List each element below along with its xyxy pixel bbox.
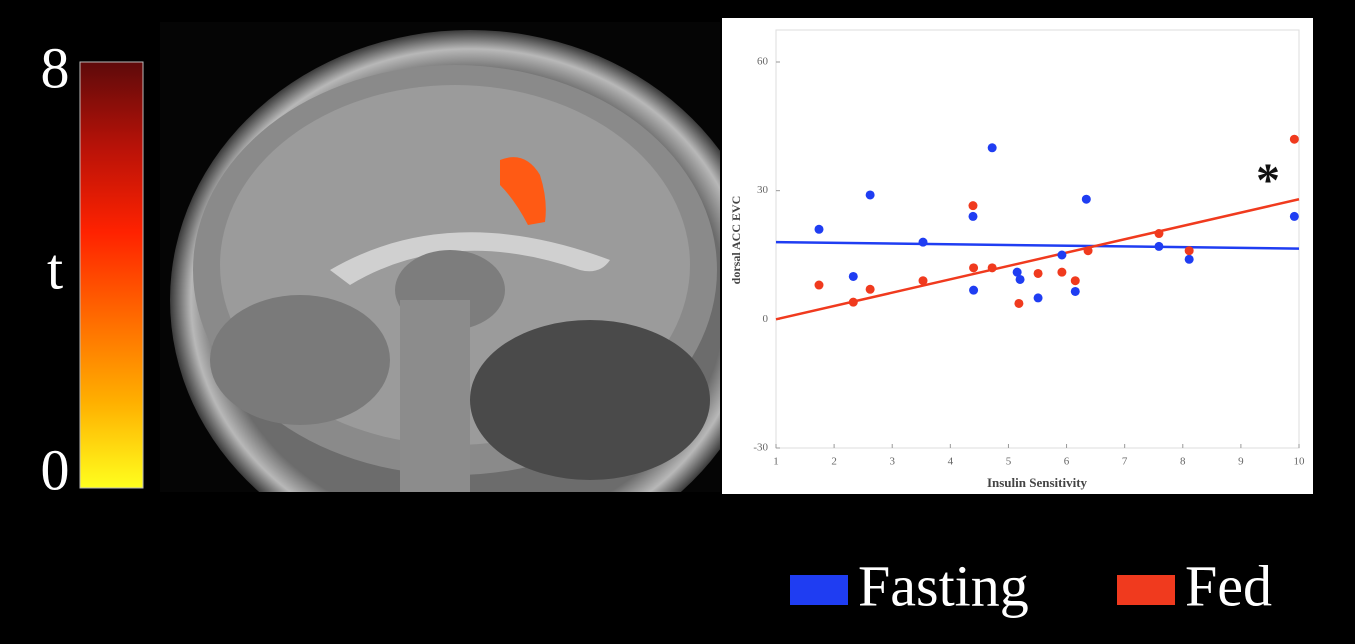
- significance-mark: *: [1256, 154, 1280, 207]
- point: [1084, 246, 1093, 255]
- point: [969, 263, 978, 272]
- point: [1014, 299, 1023, 308]
- point: [815, 281, 824, 290]
- brain-image: [160, 22, 770, 570]
- point: [988, 143, 997, 152]
- point: [1290, 135, 1299, 144]
- x-tick-label: 1: [773, 456, 779, 468]
- x-tick-label: 4: [948, 456, 954, 468]
- point: [1071, 287, 1080, 296]
- plot-panel: [722, 18, 1313, 494]
- colorbar: [80, 62, 143, 488]
- y-tick-label: 30: [757, 184, 769, 196]
- point: [815, 225, 824, 234]
- colorbar-label: t: [47, 236, 63, 301]
- y-tick-label: -30: [753, 442, 768, 454]
- colorbar-tick-label: 0: [41, 437, 70, 502]
- point: [1154, 229, 1163, 238]
- point: [968, 201, 977, 210]
- figure: t Insulin Sensitivity dorsal ACC EVC * F…: [0, 0, 1355, 644]
- point: [1082, 195, 1091, 204]
- point: [1016, 275, 1025, 284]
- x-tick-label: 8: [1180, 456, 1186, 468]
- x-tick-label: 6: [1064, 456, 1070, 468]
- point: [919, 276, 928, 285]
- legend-swatch: [790, 575, 848, 605]
- point: [988, 263, 997, 272]
- x-tick-label: 7: [1122, 456, 1128, 468]
- legend: Fasting Fed: [790, 553, 1272, 618]
- point: [866, 285, 875, 294]
- y-tick-label: 0: [763, 313, 769, 325]
- point: [1034, 293, 1043, 302]
- point: [1154, 242, 1163, 251]
- y-tick-label: 60: [757, 56, 769, 68]
- x-tick-label: 9: [1238, 456, 1244, 468]
- point: [866, 190, 875, 199]
- x-tick-label: 3: [889, 456, 895, 468]
- point: [1071, 276, 1080, 285]
- point: [1185, 246, 1194, 255]
- point: [1057, 268, 1066, 277]
- legend-label: Fasting: [858, 553, 1029, 618]
- colorbar-tick-label: 8: [41, 35, 70, 100]
- point: [1185, 255, 1194, 264]
- point: [1034, 269, 1043, 278]
- x-tick-label: 5: [1006, 456, 1012, 468]
- point: [849, 272, 858, 281]
- legend-label: Fed: [1185, 553, 1272, 618]
- point: [969, 286, 978, 295]
- y-axis-label: dorsal ACC EVC: [729, 196, 743, 285]
- x-tick-label: 10: [1294, 456, 1306, 468]
- x-tick-label: 2: [831, 456, 837, 468]
- point: [1057, 251, 1066, 260]
- x-axis-label: Insulin Sensitivity: [987, 475, 1088, 490]
- point: [1290, 212, 1299, 221]
- point: [919, 238, 928, 247]
- point: [968, 212, 977, 221]
- point: [849, 298, 858, 307]
- legend-swatch: [1117, 575, 1175, 605]
